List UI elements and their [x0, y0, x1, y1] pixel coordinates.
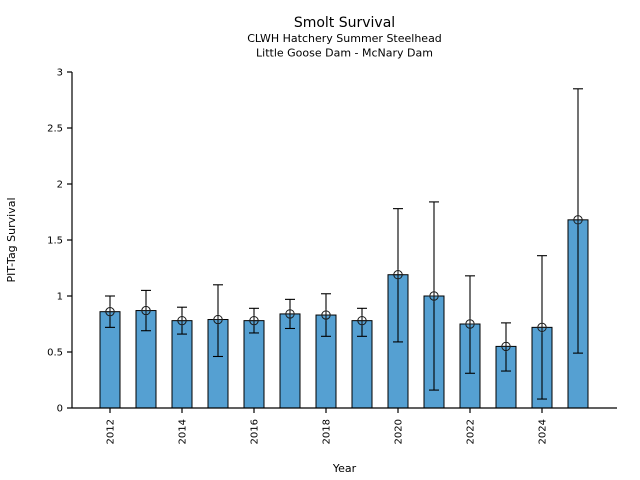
chart-subtitle-reach: Little Goose Dam - McNary Dam [256, 47, 433, 60]
marker-2019 [356, 315, 368, 327]
marker-2022 [464, 318, 476, 330]
y-tick-label: 1 [57, 292, 63, 303]
x-axis-label: Year [332, 462, 357, 475]
marker-2015 [212, 314, 224, 326]
bar-2016 [243, 320, 265, 409]
marker-2016 [248, 315, 260, 327]
x-tick-label: 2012 [106, 419, 117, 444]
marker-2025 [572, 214, 584, 226]
marker-2017 [284, 308, 296, 320]
chart-title: Smolt Survival [294, 15, 395, 31]
marker-2012 [104, 306, 116, 318]
marker-2023 [500, 340, 512, 352]
y-tick-label: 3 [57, 68, 63, 79]
y-tick-label: 1.5 [47, 236, 63, 247]
y-tick-label: 0 [57, 404, 63, 415]
marker-2020 [392, 269, 404, 281]
y-axis-label: PIT-Tag Survival [5, 197, 18, 282]
marker-2024 [536, 321, 548, 333]
x-tick-label: 2024 [538, 419, 549, 444]
x-tick-label: 2016 [250, 419, 261, 444]
x-tick-label: 2018 [322, 419, 333, 444]
y-tick-label: 2 [57, 180, 63, 191]
marker-2014 [176, 315, 188, 327]
marker-2021 [428, 290, 440, 302]
plot-area: 0 0.5 1 1.5 2 2.5 3 2012 2014 2016 2018 2020 2022 202… [47, 68, 617, 444]
y-tick-label: 0.5 [47, 348, 63, 359]
y-tick-label: 2.5 [47, 124, 63, 135]
marker-2013 [140, 305, 152, 317]
x-tick-label: 2014 [178, 419, 189, 444]
chart-subtitle-hatchery: CLWH Hatchery Summer Steelhead [247, 32, 442, 45]
x-tick-label: 2022 [466, 419, 477, 444]
marker-2018 [320, 309, 332, 321]
x-tick-label: 2020 [394, 419, 405, 444]
